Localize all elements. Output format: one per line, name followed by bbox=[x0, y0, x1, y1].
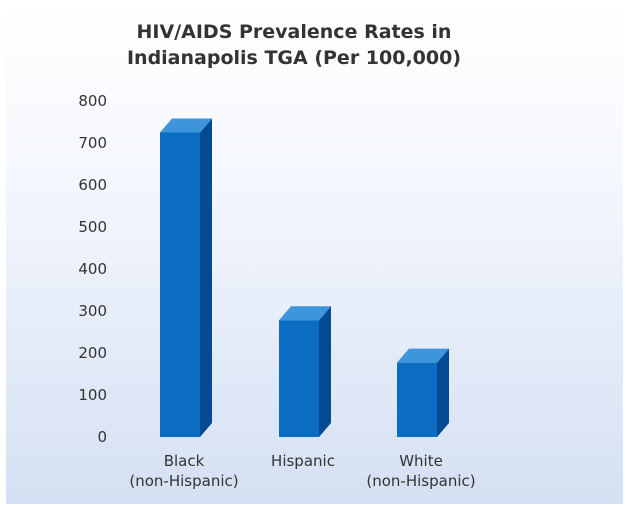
bar-side bbox=[319, 306, 331, 437]
x-category-label: White bbox=[399, 452, 443, 470]
bar bbox=[279, 306, 331, 437]
y-tick-label: 400 bbox=[78, 260, 107, 278]
bar-front bbox=[279, 320, 319, 437]
y-tick-label: 0 bbox=[97, 428, 107, 446]
y-tick-label: 300 bbox=[78, 302, 107, 320]
bar-front bbox=[397, 362, 437, 437]
y-axis-tick-labels: 0 100 200 300 400 500 600 700 800 bbox=[78, 92, 107, 446]
x-category-label: (non-Hispanic) bbox=[366, 472, 475, 490]
bar bbox=[397, 348, 449, 437]
x-category-label: Black bbox=[164, 452, 205, 470]
x-category-label: (non-Hispanic) bbox=[129, 472, 238, 490]
bar-side bbox=[200, 118, 212, 437]
chart-title-line-2: Indianapolis TGA (Per 100,000) bbox=[127, 47, 461, 69]
bar-top bbox=[160, 118, 212, 133]
bar bbox=[160, 118, 212, 437]
y-tick-label: 800 bbox=[78, 92, 107, 110]
y-tick-label: 200 bbox=[78, 344, 107, 362]
bar-chart: HIV/AIDS Prevalence Rates in Indianapoli… bbox=[78, 21, 475, 490]
y-tick-label: 600 bbox=[78, 176, 107, 194]
x-axis-category-labels: Black (non-Hispanic) Hispanic White (non-His… bbox=[129, 452, 475, 490]
bar-front bbox=[160, 132, 200, 437]
y-tick-label: 700 bbox=[78, 134, 107, 152]
y-tick-label: 100 bbox=[78, 386, 107, 404]
y-tick-label: 500 bbox=[78, 218, 107, 236]
bar-side bbox=[437, 348, 449, 437]
x-category-label: Hispanic bbox=[271, 452, 335, 470]
chart-background: HIV/AIDS Prevalence Rates in Indianapoli… bbox=[6, 4, 623, 504]
bar-top bbox=[279, 306, 331, 321]
bar-top bbox=[397, 348, 449, 363]
bars bbox=[160, 118, 449, 437]
chart-title-line-1: HIV/AIDS Prevalence Rates in bbox=[137, 21, 452, 43]
